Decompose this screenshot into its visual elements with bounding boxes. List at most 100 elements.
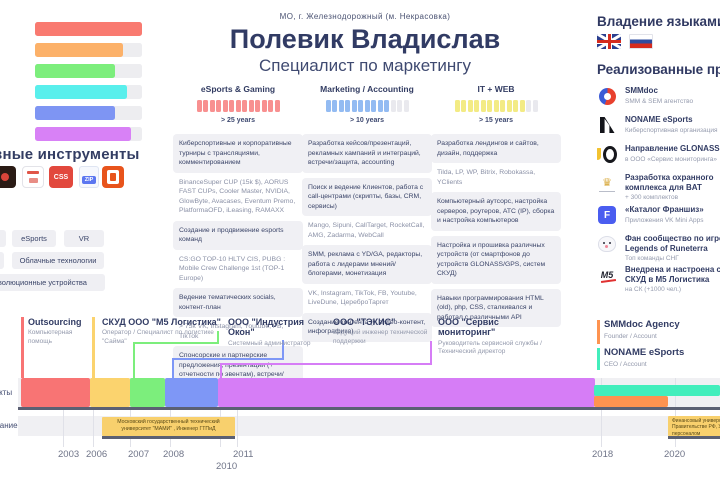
- callout-title: ООО "ТЭКИС": [333, 317, 396, 327]
- skill-bar-fill-1: [35, 22, 142, 36]
- experience-item: Киберспортивные и корпоративные турниры …: [173, 134, 303, 173]
- skill-bar-fill-4: [35, 85, 127, 99]
- column-esports-gaming: eSports & Gaming > 25 years Киберспортив…: [173, 84, 303, 395]
- skill-bar-fill-6: [35, 127, 131, 141]
- callout-title: ООО "Сервис мониторинг": [438, 317, 499, 338]
- callout-smmdoc-agency: SMMdoc Agency Founder / Account: [604, 319, 716, 342]
- years-label: > 25 years: [220, 117, 256, 124]
- segment-smmdoc-agency: [594, 396, 668, 407]
- years-label: > 10 years: [349, 117, 385, 124]
- education-block-mami: Московский государственный технический у…: [102, 417, 235, 436]
- project-title: «Каталог Франшиз»: [625, 205, 704, 214]
- connector-okna: [217, 331, 219, 344]
- css-icon: CSS: [49, 166, 73, 188]
- gridline: [63, 378, 64, 447]
- callout-m5-logistika: СКУД ООО "М5 Логистика" Оператор / Специ…: [102, 317, 224, 347]
- franchise-f-logo-icon: F: [597, 205, 617, 225]
- projects-heading: Реализованные проекты: [597, 62, 720, 77]
- project-item-smmdoc: SMMdoc SMM & SEM агентство: [597, 86, 720, 106]
- gridline: [237, 378, 238, 447]
- connector-okna: [133, 342, 219, 344]
- skill-bar-fill-5: [35, 106, 115, 120]
- callout-outsourcing: Outsourcing Компьютерная помощь: [28, 317, 98, 347]
- callout-subtitle: CEO / Account: [604, 360, 647, 368]
- skill-bar-fill-3: [35, 64, 115, 78]
- zip-icon-label: ZIP: [82, 176, 96, 184]
- callout-noname-esports: NONAME eSports CEO / Account: [604, 347, 716, 370]
- experience-item: Создание контента (+ видео-контент, инфо…: [302, 312, 432, 342]
- project-title: Направление GLONASS: [625, 144, 720, 153]
- callout-title: SMMdoc Agency: [604, 319, 680, 330]
- experience-item: Поиск и ведение Клиентов, работа с call-…: [302, 177, 432, 217]
- connector-smmdoc: [597, 320, 600, 344]
- callout-tekis: ООО "ТЭКИС" Ведущий инженер технической …: [333, 317, 429, 347]
- connector-outsourcing: [21, 317, 24, 378]
- timeline-baseline: [18, 407, 720, 410]
- project-subtitle: Киберспортивная организация: [625, 126, 718, 134]
- project-item-m5-skud: M5 Внедрена и настроена система СКУД в М…: [597, 265, 720, 293]
- year-2020: 2020: [664, 449, 686, 460]
- connector-tekis: [172, 358, 284, 360]
- chip-cloud-tech: Облачные технологии: [12, 252, 104, 269]
- row-label-projects: Проекты: [0, 388, 13, 397]
- experience-item: Создание и продвижение esports команд: [173, 220, 303, 250]
- experience-item: Tilda, LP, WP, Bitrix, Robokassa, YClien…: [437, 169, 536, 186]
- project-title: Фан сообщество по игре Legends of Runete…: [625, 234, 720, 253]
- chip-revolutionary-devices: Революционные устройства: [0, 274, 105, 291]
- callout-title: СКУД ООО "М5 Логистика": [102, 317, 221, 327]
- callout-title: NONAME eSports: [604, 347, 685, 358]
- connector-m5: [92, 317, 95, 378]
- column-title: eSports & Gaming: [200, 84, 276, 94]
- year-2008: 2008: [163, 449, 185, 460]
- skill-bar-track-2: [35, 43, 142, 57]
- connector-okna: [133, 342, 135, 378]
- connector-servis: [430, 341, 432, 365]
- experience-item: SMM, реклама с YD/GA, редакторы, работа …: [302, 245, 432, 284]
- year-2018: 2018: [592, 449, 614, 460]
- experience-meter: [173, 100, 303, 112]
- connector-servis: [220, 363, 222, 378]
- skill-bar-track-1: [35, 22, 142, 36]
- gridline: [220, 378, 221, 447]
- callout-title: Outsourcing: [28, 317, 82, 327]
- smmdoc-logo-icon: [597, 86, 617, 106]
- project-item-franchise-catalog: F «Каталог Франшиз» Приложения VK Mini A…: [597, 205, 720, 225]
- connector-noname: [597, 348, 600, 370]
- segment-outsourcing: [21, 378, 90, 407]
- project-item-noname-esports: NONAME eSports Киберспортивная организац…: [597, 115, 720, 135]
- gridline: [601, 378, 602, 447]
- skill-bar-track-4: [35, 85, 142, 99]
- page-title: Полевик Владислав: [229, 24, 501, 54]
- office-icon: [102, 166, 124, 188]
- project-item-runeterra-community: Фан сообщество по игре Legends of Runete…: [597, 234, 720, 262]
- callout-subtitle: Компьютерная помощь: [28, 329, 73, 346]
- tools-heading: Основные инструменты: [0, 146, 140, 163]
- gridline: [675, 378, 676, 447]
- skill-bar-fill-2: [35, 43, 123, 57]
- glonass-logo-icon: [597, 144, 617, 164]
- experience-meter: [431, 100, 561, 112]
- role-subtitle: Специалист по маркетингу: [259, 56, 471, 75]
- year-2010: 2010: [216, 461, 238, 472]
- skill-bar-track-5: [35, 106, 142, 120]
- experience-item: Ведение тематических socials, контент-пл…: [173, 288, 303, 318]
- callout-servis-monitoring: ООО "Сервис мониторинг" Руководитель сер…: [438, 317, 556, 357]
- row-label-education: Образование: [0, 421, 18, 430]
- noname-esports-logo-icon: [597, 115, 617, 135]
- callout-subtitle: Оператор / Специалист по логистике "Сайм…: [102, 329, 214, 346]
- connector-tekis: [172, 358, 174, 378]
- experience-meter: [302, 100, 432, 112]
- project-subtitle: на СК (+1000 чел.): [625, 286, 682, 294]
- experience-item: BinanceSuper CUP (15k $), AORUS FAST CUP…: [179, 178, 296, 215]
- experience-item: Компьютерный аутсорс, настройка серверов…: [431, 192, 561, 231]
- zip-file-icon: ZIP: [79, 166, 99, 188]
- skill-bar-track-3: [35, 64, 142, 78]
- chip-clipped: [0, 252, 4, 269]
- year-2007: 2007: [128, 449, 150, 460]
- project-subtitle: в ООО «Сервис мониторинга»: [625, 155, 718, 163]
- project-item-glonass: Направление GLONASS в ООО «Сервис монито…: [597, 144, 720, 164]
- project-item-bat-security: ♛ Разработка охранного комплекса для BAT…: [597, 173, 720, 201]
- year-2006: 2006: [86, 449, 108, 460]
- callout-subtitle: Ведущий инженер технической поддержки: [333, 329, 428, 346]
